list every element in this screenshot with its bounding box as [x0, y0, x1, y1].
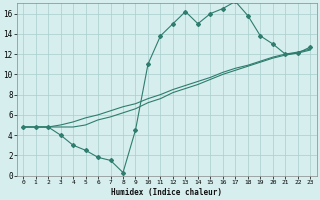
X-axis label: Humidex (Indice chaleur): Humidex (Indice chaleur) — [111, 188, 222, 197]
